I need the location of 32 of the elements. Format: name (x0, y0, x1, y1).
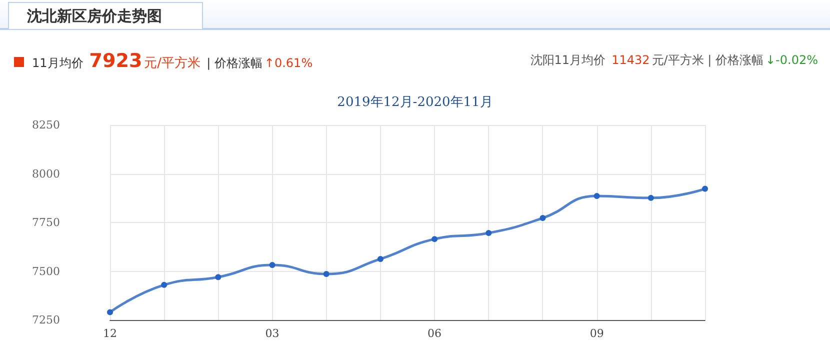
point (432, 236, 438, 242)
text: ↓-0.02% (765, 53, 818, 67)
point (215, 274, 222, 280)
chart-title: 沈北新区房价走势图 (8, 2, 203, 29)
text: 11432 (612, 53, 650, 67)
point (161, 282, 168, 288)
text: 元/平方米 (144, 56, 201, 71)
y-tick-label: 7500 (32, 264, 60, 278)
point (540, 215, 546, 222)
point (702, 186, 708, 192)
point (648, 194, 654, 201)
y-tick-label: 8250 (32, 118, 60, 132)
text: ↑0.61% (264, 56, 313, 70)
point (486, 230, 492, 236)
x-tick-label: 09 (590, 327, 604, 340)
point (323, 270, 330, 277)
point (594, 192, 600, 199)
y-tick-label: 8000 (32, 167, 60, 180)
point (269, 262, 276, 268)
x-tick-label: 12 (103, 327, 117, 340)
text: 元/平方米 | 价格涨幅 (652, 53, 764, 67)
y-tick-label: 7750 (32, 216, 60, 229)
point (107, 309, 113, 316)
x-tick-label: 06 (428, 327, 442, 340)
point (377, 256, 384, 262)
y-tick-label: 7250 (32, 314, 60, 326)
text: 11月均价 (32, 56, 84, 70)
text: 沈阳11月均价 (530, 53, 606, 67)
x-tick-label: 03 (265, 327, 280, 340)
text: 7923 (89, 50, 142, 72)
chart-subtitle: 2019年12月-2020年11月 (336, 94, 494, 111)
text: | 价格涨幅 (206, 56, 262, 70)
